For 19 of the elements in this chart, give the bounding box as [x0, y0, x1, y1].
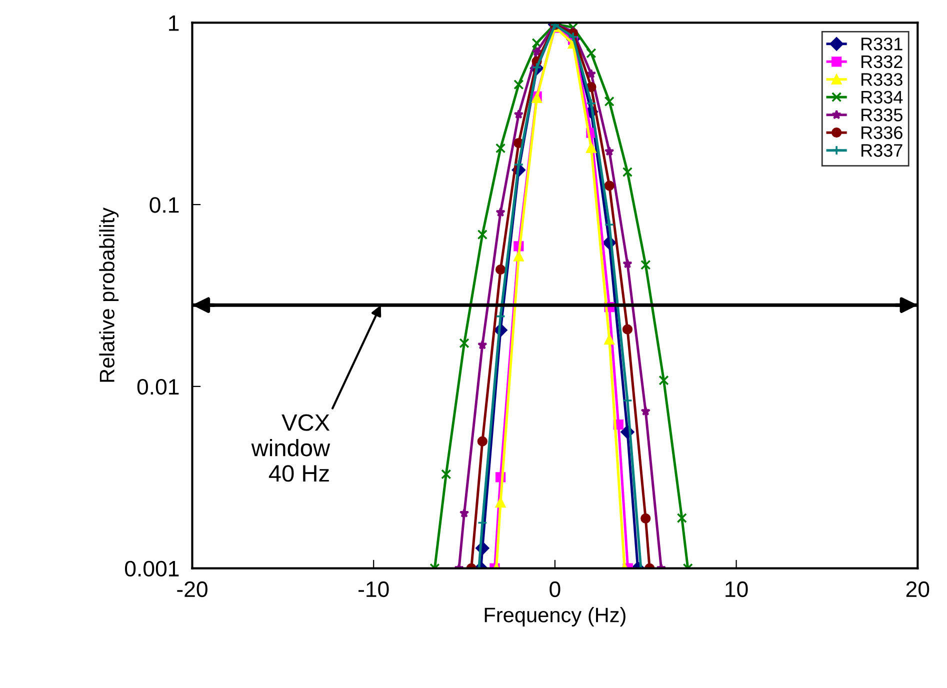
- x-tick-label: 20: [906, 581, 930, 598]
- y-tick-label: 0.001: [125, 560, 179, 577]
- legend-label: R337: [862, 144, 902, 157]
- legend-label: R331: [862, 38, 902, 50]
- legend-label: R335: [862, 108, 902, 122]
- legend-label: R332: [862, 55, 902, 68]
- y-tick-label: 0.01: [137, 378, 179, 395]
- y-axis-title: Relative probability: [99, 208, 119, 382]
- x-tick-label: -20: [177, 581, 208, 598]
- y-tick-label: 0.1: [150, 197, 179, 213]
- x-tick-label: -10: [358, 581, 389, 598]
- legend-label: R333: [862, 73, 902, 86]
- x-axis-title: Frequency (Hz): [484, 607, 626, 626]
- legend-label: R334: [862, 90, 903, 104]
- y-tick-label: 1: [169, 15, 179, 31]
- legend-label: R336: [862, 126, 902, 140]
- x-tick-label: 0: [550, 581, 560, 598]
- x-tick-label: 10: [726, 581, 748, 598]
- annotation: VCX window 40 Hz: [251, 414, 330, 482]
